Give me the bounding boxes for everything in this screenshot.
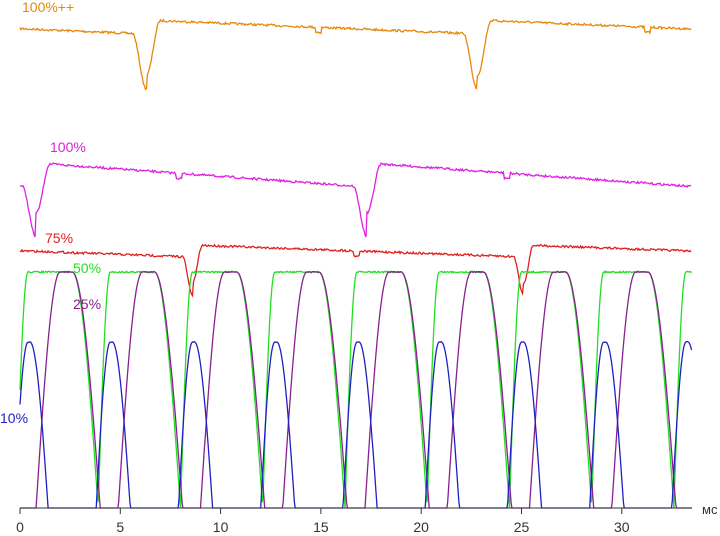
series-line-100pp [19, 18, 692, 91]
series-label: 100%++ [22, 0, 74, 15]
series-label: 25% [73, 296, 101, 312]
x-tick-label: 20 [413, 519, 429, 535]
series-label: 50% [73, 260, 101, 276]
x-tick-label: 5 [116, 519, 124, 535]
series-label: 75% [45, 230, 73, 246]
series-line-10 [19, 340, 693, 509]
x-unit-label: мс [702, 502, 718, 517]
x-tick-layer: 0 5 10 15 20 25 30 [16, 508, 630, 535]
series-line-75 [19, 243, 692, 298]
x-tick-label: 10 [213, 519, 229, 535]
series-label: 10% [0, 410, 28, 426]
series-line-50 [19, 270, 693, 509]
x-tick-label: 30 [614, 519, 630, 535]
series-line-100 [19, 162, 692, 238]
x-tick-label: 25 [514, 519, 530, 535]
series-label-layer: 100%++ 100% 75%50% 25% 10% [0, 0, 101, 426]
series-label: 100% [50, 139, 86, 155]
x-tick-label: 0 [16, 519, 24, 535]
x-tick-label: 15 [313, 519, 329, 535]
series-layer [19, 18, 693, 509]
